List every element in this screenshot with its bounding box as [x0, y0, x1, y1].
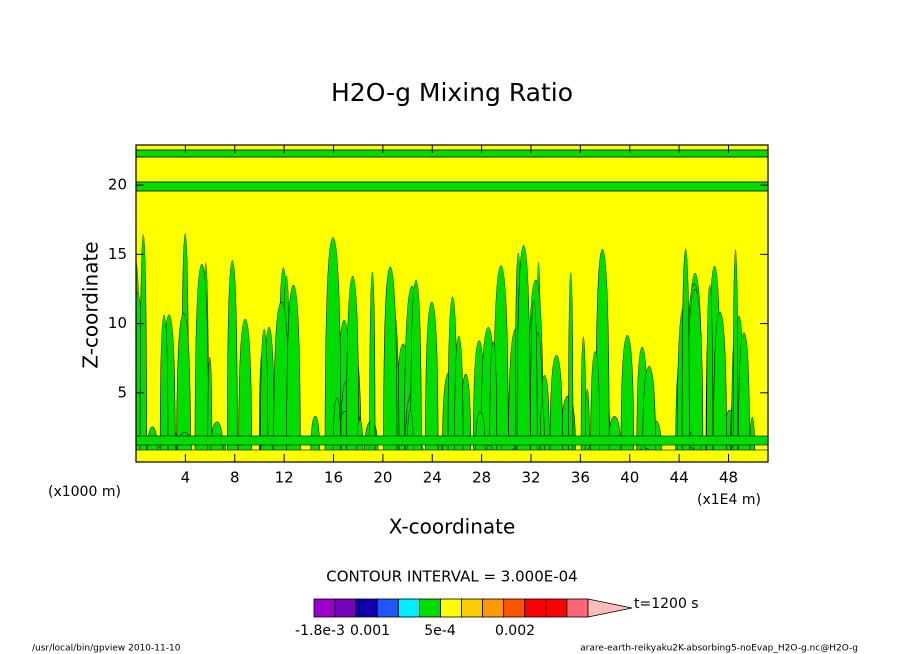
footer-left: /usr/local/bin/gpview 2010-11-10 [32, 644, 181, 654]
colorbar-swatch [461, 598, 484, 618]
contour-field [136, 145, 768, 462]
contour-plume [159, 314, 169, 462]
contour-plume [260, 329, 269, 462]
colorbar-swatch [545, 598, 568, 618]
colorbar-swatch [334, 598, 357, 618]
contour-plume [620, 335, 635, 462]
colorbar-swatch [397, 598, 420, 618]
contour-band [136, 435, 768, 446]
x-tick-label: 32 [521, 469, 540, 487]
y-tick-label: 20 [108, 176, 127, 194]
contour-plume [369, 271, 376, 462]
contour-plume [346, 275, 360, 462]
x-tick-label: 4 [181, 469, 191, 487]
colorbar-arrow [587, 598, 633, 618]
y-unit: (x1000 m) [48, 484, 121, 500]
contour-plume [425, 301, 439, 462]
contour-plume [194, 264, 209, 462]
colorbar-swatch [503, 598, 526, 618]
colorbar-swatch [524, 598, 547, 618]
colorbar-label: 0.002 [495, 623, 535, 639]
x-tick-label: 28 [472, 469, 491, 487]
x-tick-label: 40 [620, 469, 639, 487]
colorbar-swatch [355, 598, 378, 618]
x-tick-label: 12 [275, 469, 294, 487]
contour-plume [410, 279, 422, 462]
contour-plume [383, 266, 398, 462]
y-tick-label: 15 [108, 245, 127, 263]
y-axis-label: Z-coordinate [79, 241, 103, 368]
contour-band [136, 181, 768, 192]
plot-frame [135, 144, 769, 463]
contour-plume [516, 245, 531, 462]
colorbar-swatch [376, 598, 399, 618]
contour-band [136, 149, 768, 158]
colorbar-swatch [566, 598, 589, 618]
contour-plume [706, 284, 714, 462]
x-tick-label: 16 [324, 469, 343, 487]
contour-plume [530, 300, 538, 462]
contour-plume [238, 318, 252, 462]
contour-plume [738, 332, 750, 462]
contour-plume [454, 335, 464, 462]
colorbar-label: -1.8e-3 [295, 623, 345, 639]
contour-plume [732, 249, 739, 462]
contour-band [136, 449, 768, 462]
colorbar-label: 0.001 [350, 623, 390, 639]
contour-interval: CONTOUR INTERVAL = 3.000E-04 [326, 568, 577, 586]
y-tick-label: 5 [117, 383, 127, 401]
colorbar-label: 5e-4 [424, 623, 456, 639]
colorbar-swatch [313, 598, 336, 618]
footer-right: arare-earth-reikyaku2K-absorbing5-noEvap… [580, 644, 858, 654]
contour-plume [226, 260, 238, 462]
x-tick-label: 24 [423, 469, 442, 487]
y-tick-label: 10 [108, 314, 127, 332]
x-unit: (x1E4 m) [697, 492, 761, 508]
contour-plume [139, 234, 147, 462]
colorbar-swatch [482, 598, 505, 618]
contour-plume [713, 311, 727, 462]
x-tick-label: 20 [373, 469, 392, 487]
colorbar-swatch [440, 598, 462, 618]
contour-plume [286, 284, 301, 462]
contour-plume [590, 351, 601, 462]
time-label: t=1200 s [634, 596, 699, 612]
x-tick-label: 44 [670, 469, 689, 487]
contour-plume [681, 248, 690, 462]
x-tick-label: 8 [230, 469, 240, 487]
chart-title: H2O-g Mixing Ratio [331, 78, 573, 107]
contour-plume [176, 313, 191, 462]
contour-plume [549, 355, 564, 462]
x-tick-label: 36 [571, 469, 590, 487]
contour-plume [489, 341, 498, 462]
x-axis-label: X-coordinate [389, 515, 516, 539]
contour-plume [568, 272, 574, 462]
x-tick-label: 48 [719, 469, 738, 487]
colorbar-swatch [418, 598, 441, 618]
